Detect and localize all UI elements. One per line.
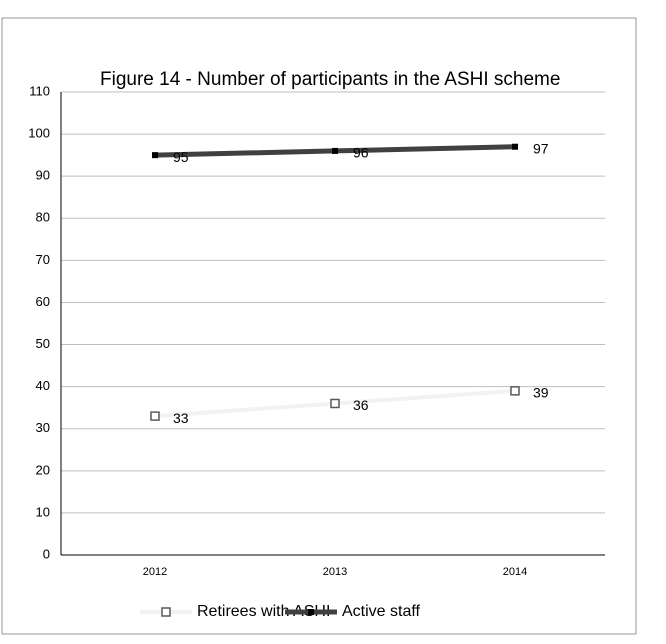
x-tick-label: 2014 (503, 566, 527, 578)
marker (330, 398, 340, 409)
x-tick-label: 2013 (323, 566, 347, 578)
y-tick-label: 70 (36, 252, 50, 267)
y-tick-label: 20 (36, 462, 50, 477)
legend-marker (308, 609, 314, 615)
y-tick-label: 110 (29, 83, 50, 98)
y-tick-label: 100 (28, 126, 50, 141)
y-tick-label: 80 (36, 210, 50, 225)
y-tick-label: 0 (43, 546, 50, 561)
data-label: 39 (533, 385, 549, 401)
legend-label: Retirees with ASHI (197, 603, 330, 620)
y-tick-label: 10 (36, 504, 50, 519)
y-tick-label: 40 (36, 378, 50, 393)
chart-border (1, 17, 637, 635)
marker (510, 386, 520, 396)
y-tick-label: 90 (36, 168, 50, 183)
marker (512, 143, 518, 150)
x-tick-label: 2012 (143, 566, 167, 578)
data-label: 96 (353, 145, 369, 161)
data-label: 97 (533, 140, 549, 156)
data-label: 36 (353, 397, 369, 413)
data-label: 95 (173, 149, 189, 165)
data-label: 33 (173, 410, 189, 426)
legend-label: Active staff (342, 603, 421, 620)
y-tick-label: 30 (36, 420, 50, 435)
marker (152, 152, 158, 159)
chart-title: Figure 14 - Number of participants in th… (100, 69, 560, 90)
y-tick-label: 60 (36, 294, 50, 309)
y-tick-label: 50 (36, 336, 50, 351)
marker (150, 411, 160, 421)
legend-marker (161, 607, 171, 617)
marker (332, 147, 338, 154)
